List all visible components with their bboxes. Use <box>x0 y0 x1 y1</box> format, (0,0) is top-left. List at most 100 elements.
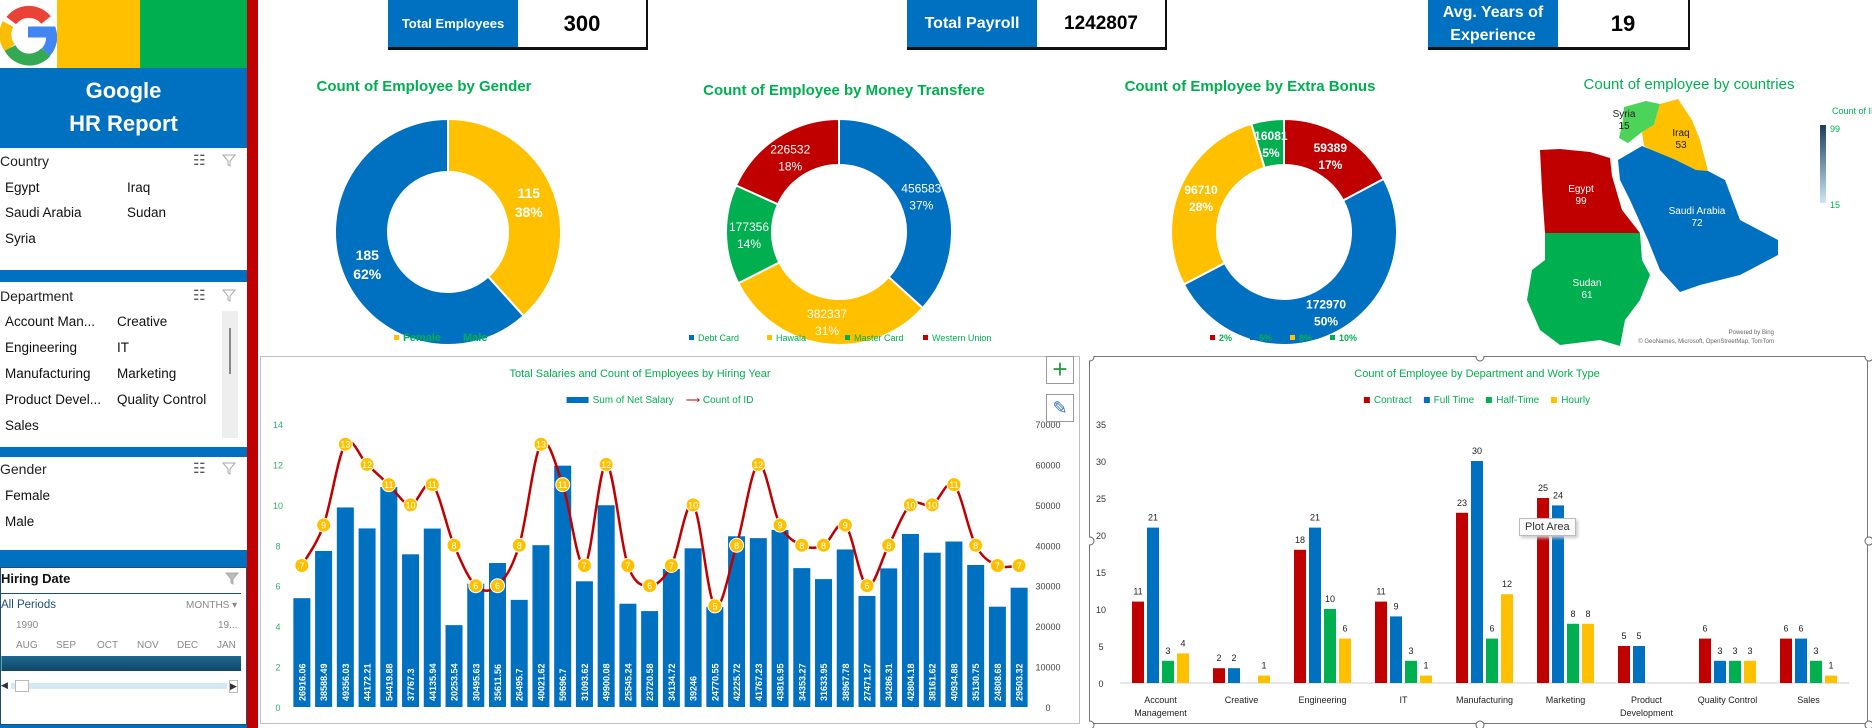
resize-handle[interactable] <box>1864 356 1872 362</box>
timeline-month[interactable]: DEC <box>177 640 199 651</box>
timeline-month[interactable]: OCT <box>97 640 119 651</box>
count-marker[interactable] <box>859 578 875 594</box>
bar-contract[interactable] <box>1537 498 1549 683</box>
donut-slice-female[interactable] <box>447 117 562 318</box>
salary-bar[interactable] <box>988 606 1006 707</box>
salary-bar[interactable] <box>402 554 420 707</box>
salary-bar[interactable] <box>554 465 572 707</box>
bar-full-time[interactable] <box>1390 616 1402 683</box>
slicer-item-saudi-arabia[interactable]: Saudi Arabia <box>5 205 82 220</box>
salary-bar[interactable] <box>771 529 789 707</box>
legend-label-5[interactable]: 5% <box>1259 333 1272 343</box>
bar-hourly[interactable] <box>1825 675 1837 683</box>
count-marker[interactable] <box>511 537 527 553</box>
bar-hourly[interactable] <box>1744 660 1756 683</box>
count-marker[interactable] <box>729 537 745 553</box>
bar-hourly[interactable] <box>1177 653 1189 683</box>
bar-hourly[interactable] <box>1339 638 1351 683</box>
salary-bar[interactable] <box>336 507 354 707</box>
bar-contract[interactable] <box>1213 668 1225 683</box>
salary-bar[interactable] <box>641 611 659 707</box>
salary-bar[interactable] <box>684 548 702 707</box>
salary-bar[interactable] <box>793 568 811 707</box>
donut-slice-10[interactable] <box>1250 117 1285 170</box>
slicer-item-female[interactable]: Female <box>5 488 51 503</box>
bar-half-time[interactable] <box>1810 660 1822 683</box>
count-marker[interactable] <box>403 497 419 513</box>
legend-label-8[interactable]: 8% <box>1299 333 1312 343</box>
salary-bar[interactable] <box>749 538 767 707</box>
clear-filter-icon[interactable] <box>222 289 236 303</box>
slicer-item-egypt[interactable]: Egypt <box>5 180 40 195</box>
slicer-item-engineering[interactable]: Engineering <box>5 340 78 355</box>
scrollbar-thumb[interactable] <box>229 328 231 374</box>
count-marker[interactable] <box>359 456 375 472</box>
slicer-item-male[interactable]: Male <box>5 514 35 529</box>
timeline-month[interactable]: AUG <box>16 640 38 651</box>
legend-item-count[interactable]: ⟶ Count of ID <box>686 395 754 406</box>
bar-contract[interactable] <box>1132 601 1144 683</box>
resize-handle[interactable] <box>1864 720 1872 728</box>
count-marker[interactable] <box>816 537 832 553</box>
resize-handle[interactable] <box>1089 720 1095 728</box>
slicer-item-marketing[interactable]: Marketing <box>117 366 177 381</box>
salary-bar[interactable] <box>575 581 593 707</box>
slicer-item-quality-control[interactable]: Quality Control <box>117 392 207 407</box>
slicer-item-it[interactable]: IT <box>117 340 129 355</box>
count-marker[interactable] <box>468 578 484 594</box>
count-marker[interactable] <box>663 558 679 573</box>
count-marker[interactable] <box>750 456 766 472</box>
multi-select-icon[interactable]: ☷ <box>193 152 206 168</box>
count-marker[interactable] <box>902 497 918 513</box>
bar-half-time[interactable] <box>1324 609 1336 683</box>
salary-bar[interactable] <box>880 568 898 707</box>
slicer-item-account-management[interactable]: Account Man... <box>5 314 96 329</box>
slicer-item-sudan[interactable]: Sudan <box>127 205 167 220</box>
salary-bar[interactable] <box>1010 587 1028 707</box>
bar-contract[interactable] <box>1456 512 1468 683</box>
bar-hourly[interactable] <box>1582 623 1594 683</box>
map-region-saudi-arabia[interactable] <box>1618 146 1778 292</box>
bar-full-time[interactable] <box>1309 527 1321 683</box>
salary-bar[interactable] <box>532 545 550 707</box>
bar-full-time[interactable] <box>1795 638 1807 683</box>
count-marker[interactable] <box>489 578 505 594</box>
count-marker[interactable] <box>381 477 397 493</box>
legend-label-male[interactable]: Male <box>463 332 487 344</box>
slicer-item-sales[interactable]: Sales <box>5 418 39 433</box>
bar-half-time[interactable] <box>1405 660 1417 683</box>
donut-slice-western-union[interactable] <box>734 117 840 206</box>
count-marker[interactable] <box>620 558 636 573</box>
period-unit-dropdown[interactable]: MONTHS ▾ <box>186 600 237 611</box>
count-marker[interactable] <box>555 477 571 493</box>
bar-half-time[interactable] <box>1567 623 1579 683</box>
donut-slice-8[interactable] <box>1170 122 1266 286</box>
department-scrollbar[interactable] <box>222 311 238 438</box>
salary-bar[interactable] <box>662 568 680 707</box>
multi-select-icon[interactable]: ☷ <box>193 460 206 476</box>
count-marker[interactable] <box>446 537 462 553</box>
bar-full-time[interactable] <box>1714 660 1726 683</box>
donut-slice-hawala[interactable] <box>736 261 925 346</box>
clear-filter-icon[interactable] <box>222 462 236 476</box>
salary-bar[interactable] <box>358 528 376 707</box>
resize-handle[interactable] <box>1475 356 1485 362</box>
bar-full-time[interactable] <box>1471 461 1483 683</box>
legend-item-full-time[interactable]: Full Time <box>1423 395 1474 406</box>
salary-bar[interactable] <box>488 563 506 707</box>
scroll-right-arrow-icon[interactable]: ▶ <box>229 680 238 693</box>
bar-full-time[interactable] <box>1228 668 1240 683</box>
resize-handle[interactable] <box>1089 356 1095 362</box>
count-marker[interactable] <box>924 497 940 513</box>
count-marker[interactable] <box>707 598 723 614</box>
salary-bar[interactable] <box>510 599 528 707</box>
slicer-item-manufacturing[interactable]: Manufacturing <box>5 366 91 381</box>
count-marker[interactable] <box>316 517 332 533</box>
legend-item-contract[interactable]: Contract <box>1363 395 1412 406</box>
legend-label-debt-card[interactable]: Debt Card <box>698 333 739 343</box>
map-region-egypt[interactable] <box>1540 149 1640 233</box>
clear-filter-icon[interactable] <box>225 572 239 586</box>
timeline-month[interactable]: NOV <box>137 640 159 651</box>
salary-bar[interactable] <box>619 603 637 707</box>
bar-half-time[interactable] <box>1162 660 1174 683</box>
